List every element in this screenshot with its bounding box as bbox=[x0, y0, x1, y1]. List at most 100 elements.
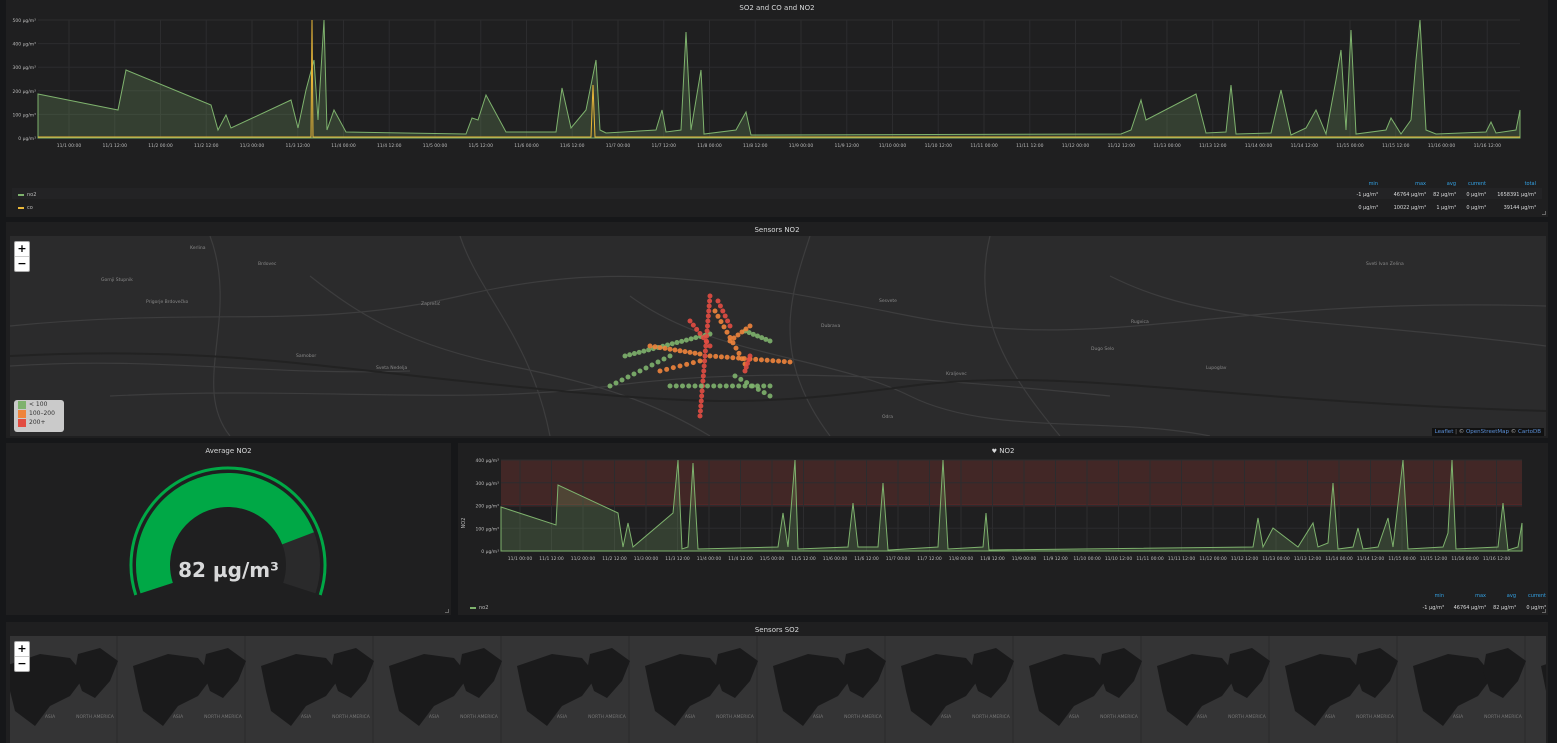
panel-title[interactable]: Sensors SO2 bbox=[754, 626, 800, 634]
continent-asia bbox=[1413, 654, 1493, 726]
place-label: Odra bbox=[882, 415, 894, 420]
x-tick-label: 11/6 12:00 bbox=[854, 556, 879, 562]
sensor-reading-marker bbox=[694, 326, 700, 332]
legend-header-current[interactable]: current bbox=[1467, 181, 1486, 187]
sensor-reading-marker bbox=[736, 350, 742, 356]
legend-header: min max avg current total bbox=[1336, 181, 1536, 187]
so2-co-no2-graph[interactable]: 500 µg/m³ 400 µg/m³ 300 µg/m³ 200 µg/m³ 100 … bbox=[6, 0, 1548, 180]
sensor-reading-marker bbox=[697, 408, 703, 414]
sensor-reading-marker bbox=[767, 338, 773, 344]
zoom-in-button[interactable]: + bbox=[17, 642, 27, 655]
sensor-reading-marker bbox=[700, 335, 706, 341]
resize-handle[interactable] bbox=[445, 609, 449, 613]
x-tick-label: 11/15 12:00 bbox=[1382, 143, 1410, 149]
legend-header-total[interactable]: total bbox=[1524, 181, 1536, 187]
sensor-reading-marker bbox=[736, 355, 742, 361]
legend-header-avg[interactable]: avg bbox=[1446, 181, 1456, 187]
sensor-reading-marker bbox=[715, 313, 721, 319]
x-tick-label: 11/9 00:00 bbox=[789, 143, 814, 149]
zoom-in-button[interactable]: + bbox=[17, 242, 27, 255]
map-road bbox=[789, 236, 831, 436]
legend-header-max[interactable]: max bbox=[1475, 593, 1486, 599]
panel-title[interactable]: Sensors NO2 bbox=[754, 226, 800, 234]
legend-header-max[interactable]: max bbox=[1415, 181, 1426, 187]
sensor-reading-marker bbox=[631, 371, 637, 377]
sensor-reading-marker bbox=[627, 352, 633, 358]
sensor-reading-marker bbox=[727, 335, 733, 340]
place-label: Brdovec bbox=[258, 262, 277, 267]
sensor-reading-marker bbox=[758, 357, 764, 363]
sensor-reading-marker bbox=[677, 348, 683, 354]
sensor-reading-marker bbox=[647, 343, 653, 349]
continent-label: NORTH AMERICA bbox=[1228, 714, 1267, 720]
x-tick-label: 11/1 00:00 bbox=[57, 143, 82, 149]
y-tick-label: 400 µg/m³ bbox=[476, 458, 500, 464]
continent-label: NORTH AMERICA bbox=[972, 714, 1011, 720]
sensor-reading-marker bbox=[667, 383, 673, 389]
sensor-reading-marker bbox=[673, 383, 679, 389]
sensor-reading-marker bbox=[750, 331, 756, 337]
sensor-reading-marker bbox=[705, 318, 711, 324]
x-tick-label: 11/5 12:00 bbox=[468, 143, 493, 149]
sensor-reading-marker bbox=[698, 403, 704, 409]
sensor-reading-marker bbox=[704, 339, 710, 345]
so2-world-map[interactable]: ASIA NORTH AMERICA ASIA NORTH AMERICA ASIA NO… bbox=[10, 636, 1546, 743]
sensor-reading-marker bbox=[707, 343, 713, 349]
osm-link[interactable]: OpenStreetMap bbox=[1465, 429, 1509, 435]
x-tick-label: 11/8 12:00 bbox=[980, 556, 1005, 562]
sensor-reading-marker bbox=[625, 374, 631, 380]
sensor-reading-marker bbox=[702, 348, 708, 354]
sensor-reading-marker bbox=[746, 330, 752, 336]
sensor-reading-marker bbox=[697, 351, 703, 357]
continent-label: ASIA bbox=[1197, 714, 1208, 720]
x-tick-label: 11/4 12:00 bbox=[728, 556, 753, 562]
value-avg: 82 µg/m³ bbox=[1433, 192, 1456, 198]
sensor-reading-marker bbox=[743, 326, 749, 332]
no2-graph[interactable]: 400 µg/m³ 300 µg/m³ 200 µg/m³ 100 µg/m³ 0 µg… bbox=[458, 443, 1548, 563]
panel-title-text: NO2 bbox=[999, 447, 1015, 455]
place-label: Dubrava bbox=[821, 324, 841, 329]
sensor-reading-marker bbox=[643, 365, 649, 371]
legend-header-avg[interactable]: avg bbox=[1506, 593, 1516, 599]
panel-title[interactable]: ♥ NO2 bbox=[458, 447, 1548, 455]
x-tick-label: 11/16 12:00 bbox=[1483, 556, 1511, 562]
sensor-reading-marker bbox=[705, 323, 710, 329]
x-tick-label: 11/14 12:00 bbox=[1291, 143, 1319, 149]
zoom-out-button[interactable]: − bbox=[15, 256, 29, 271]
x-tick-label: 11/10 00:00 bbox=[1073, 556, 1101, 562]
map-canvas[interactable]: ASIA NORTH AMERICA ASIA NORTH AMERICA ASIA NO… bbox=[10, 636, 1546, 743]
sensor-reading-marker bbox=[735, 332, 741, 338]
resize-handle[interactable] bbox=[1542, 609, 1546, 613]
x-tick-label: 11/9 00:00 bbox=[1012, 556, 1037, 562]
value-total: 1658391 µg/m³ bbox=[1497, 192, 1536, 198]
sensor-reading-marker bbox=[707, 293, 713, 299]
no2-sensor-map[interactable] bbox=[10, 236, 1546, 436]
map-road bbox=[10, 362, 411, 373]
sensor-reading-marker bbox=[705, 383, 710, 389]
map-canvas[interactable] bbox=[10, 236, 1546, 436]
x-tick-label: 11/11 00:00 bbox=[1136, 556, 1164, 562]
continent-north-america bbox=[331, 648, 374, 698]
continent-label: NORTH AMERICA bbox=[844, 714, 883, 720]
sensor-reading-marker bbox=[770, 358, 776, 364]
legend-header-current[interactable]: current bbox=[1527, 593, 1546, 599]
leaflet-link[interactable]: Leaflet bbox=[1434, 429, 1454, 435]
x-tick-label: 11/6 00:00 bbox=[514, 143, 539, 149]
panel-title[interactable]: Average NO2 bbox=[205, 447, 252, 455]
panel-title[interactable]: SO2 and CO and NO2 bbox=[739, 4, 815, 12]
legend-header-min[interactable]: min bbox=[1434, 593, 1444, 599]
legend-header-min[interactable]: min bbox=[1368, 181, 1378, 187]
resize-handle[interactable] bbox=[1542, 211, 1546, 215]
cartodb-link[interactable]: CartoDB bbox=[1517, 429, 1541, 435]
continent-label: ASIA bbox=[1069, 714, 1080, 720]
legend-series-co[interactable]: co bbox=[18, 205, 33, 211]
continent-north-america bbox=[1227, 648, 1270, 698]
legend-series-no2[interactable]: no2 bbox=[470, 605, 488, 611]
continent-label: ASIA bbox=[45, 714, 56, 720]
zoom-out-button[interactable]: − bbox=[15, 656, 29, 671]
continent-label: NORTH AMERICA bbox=[204, 714, 243, 720]
x-tick-label: 11/11 00:00 bbox=[970, 143, 998, 149]
legend-series-no2[interactable]: no2 bbox=[18, 192, 36, 198]
map-attribution: Leaflet | © OpenStreetMap © CartoDB bbox=[1431, 428, 1544, 436]
x-tick-label: 11/10 12:00 bbox=[1105, 556, 1133, 562]
